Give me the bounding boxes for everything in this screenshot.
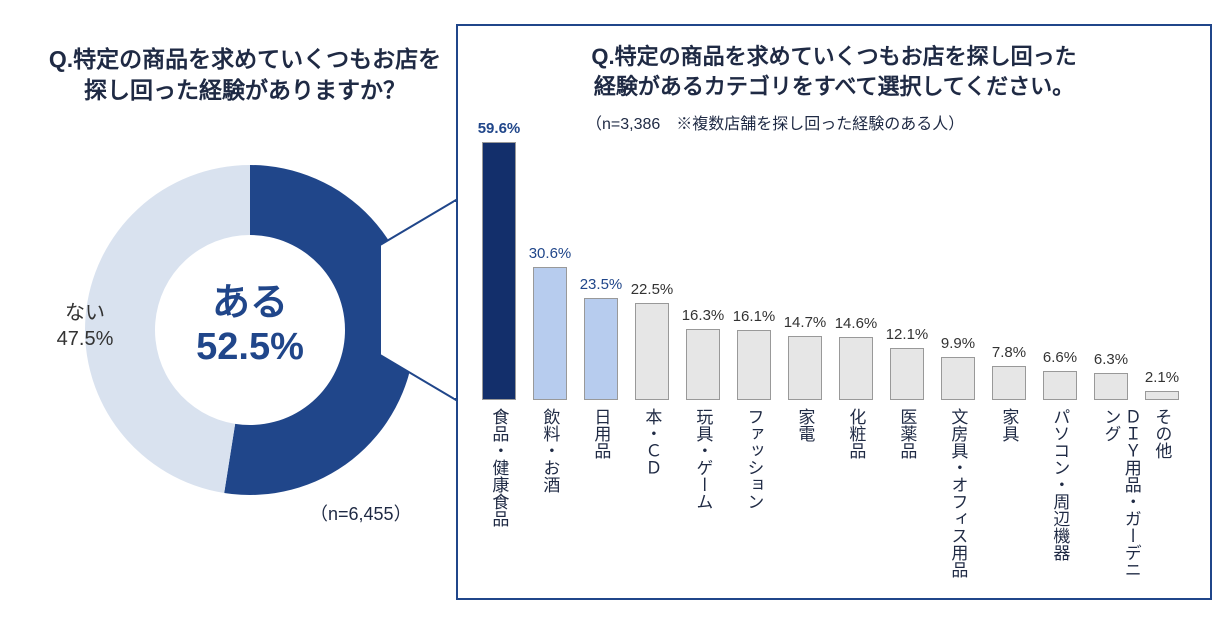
bar-category-label: 飲料・お酒 bbox=[539, 408, 559, 493]
bar bbox=[1145, 391, 1179, 400]
donut-question: Q.特定の商品を求めていくつもお店を 探し回った経験がありますか？ bbox=[20, 44, 470, 106]
bar-value: 6.6% bbox=[1033, 349, 1087, 366]
bar-value: 14.6% bbox=[829, 315, 883, 332]
bar-category-label: 文房具・オフィス用品 bbox=[947, 408, 967, 578]
bar bbox=[482, 142, 516, 400]
donut-center-line2: 52.5% bbox=[160, 326, 340, 370]
bar-value: 2.1% bbox=[1135, 369, 1189, 386]
bar-value: 12.1% bbox=[880, 326, 934, 343]
bar bbox=[839, 337, 873, 400]
bar-sample-note: （n=3,386 ※複数店舗を探し回った経験のある人） bbox=[586, 110, 964, 134]
bar bbox=[635, 303, 669, 401]
bar bbox=[1043, 371, 1077, 400]
bar bbox=[584, 298, 618, 400]
bar-category-label: 食品・健康食品 bbox=[488, 408, 508, 527]
bar-category-label: ファッション bbox=[743, 408, 763, 510]
bar-value: 22.5% bbox=[625, 281, 679, 298]
bar bbox=[890, 348, 924, 400]
bar-category-label: 医薬品 bbox=[896, 408, 916, 459]
bar-category-label: 化粧品 bbox=[845, 408, 865, 459]
donut-nai-line1: ない bbox=[45, 300, 125, 326]
donut-center-line1: ある bbox=[160, 282, 340, 326]
bar-value: 9.9% bbox=[931, 335, 985, 352]
bar-category-label: 日用品 bbox=[590, 408, 610, 459]
bar bbox=[1094, 373, 1128, 400]
donut-nai-label: ない47.5% bbox=[45, 300, 125, 352]
bar-category-label: 本・ＣＤ bbox=[641, 408, 661, 476]
bar-question: Q.特定の商品を求めていくつもお店を探し回った 経験があるカテゴリをすべて選択し… bbox=[476, 42, 1192, 101]
bar-value: 7.8% bbox=[982, 344, 1036, 361]
bar-category-label: 家電 bbox=[794, 408, 814, 442]
bar bbox=[788, 336, 822, 400]
bar bbox=[941, 357, 975, 400]
bar-category-label: 家具 bbox=[998, 408, 1018, 442]
bar-value: 6.3% bbox=[1084, 351, 1138, 368]
bar-value: 16.1% bbox=[727, 308, 781, 325]
bar-category-label: ＤＩＹ用品・ガーデニング bbox=[1100, 408, 1141, 594]
bar bbox=[737, 330, 771, 400]
donut-nai-line2: 47.5% bbox=[45, 326, 125, 352]
bar-value: 14.7% bbox=[778, 314, 832, 331]
bar-value: 59.6% bbox=[472, 120, 526, 137]
bar-category-label: その他 bbox=[1151, 408, 1171, 459]
bar-category-label: 玩具・ゲーム bbox=[692, 408, 712, 510]
bar-value: 16.3% bbox=[676, 307, 730, 324]
bar bbox=[992, 366, 1026, 400]
bar-value: 30.6% bbox=[523, 245, 577, 262]
donut-sample-note: （n=6,455） bbox=[310, 500, 412, 526]
donut-center-label: ある52.5% bbox=[160, 282, 340, 369]
bar-value: 23.5% bbox=[574, 276, 628, 293]
bar bbox=[686, 329, 720, 400]
bar-category-label: パソコン・周辺機器 bbox=[1049, 408, 1069, 561]
bar bbox=[533, 267, 567, 400]
